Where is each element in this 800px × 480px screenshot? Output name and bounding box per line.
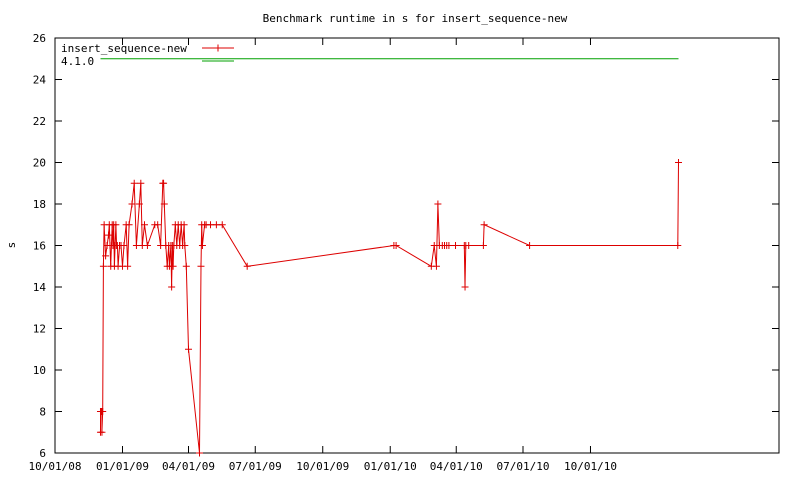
data-point: [135, 200, 143, 208]
series-layer: [96, 58, 683, 457]
data-point: [105, 231, 113, 239]
data-point: [130, 179, 138, 187]
data-point: [432, 262, 440, 270]
legend-label: insert_sequence-new: [61, 42, 187, 55]
y-tick-label: 26: [33, 32, 46, 45]
y-tick-label: 20: [33, 157, 46, 170]
data-point: [434, 200, 442, 208]
y-tick-label: 24: [33, 74, 47, 87]
y-tick-label: 22: [33, 115, 46, 128]
x-tick-label: 10/01/08: [29, 460, 82, 473]
data-point: [465, 242, 473, 249]
y-tick-label: 10: [33, 364, 46, 377]
x-tick-label: 04/01/09: [162, 460, 215, 473]
data-point: [125, 221, 133, 229]
data-point: [461, 283, 469, 291]
x-tick-label: 01/01/09: [96, 460, 149, 473]
data-point: [207, 221, 215, 229]
y-axis-label: s: [5, 242, 18, 249]
y-tick-label: 14: [33, 281, 47, 294]
data-point: [243, 262, 251, 270]
data-point: [140, 221, 148, 229]
chart-title: Benchmark runtime in s for insert_sequen…: [263, 12, 568, 25]
legend-marker: [214, 44, 222, 52]
data-point: [480, 221, 488, 229]
data-point: [102, 252, 110, 260]
data-point: [128, 200, 136, 208]
data-point: [112, 221, 120, 229]
data-point: [479, 242, 487, 249]
data-point: [169, 262, 177, 270]
data-point: [198, 242, 206, 249]
y-tick-label: 16: [33, 240, 46, 253]
data-point: [675, 159, 683, 166]
data-point: [98, 428, 106, 436]
data-point: [392, 242, 400, 249]
data-point: [181, 242, 189, 249]
data-point: [218, 221, 226, 229]
y-tick-label: 12: [33, 323, 46, 336]
data-point: [452, 242, 460, 249]
series-line-0: [100, 162, 679, 454]
data-point: [99, 262, 107, 270]
data-point: [185, 345, 193, 353]
legend-label: 4.1.0: [61, 55, 94, 68]
data-point: [526, 242, 534, 249]
y-tick-label: 6: [39, 447, 46, 460]
data-point: [160, 179, 168, 187]
data-point: [168, 283, 176, 291]
x-tick-label: 10/01/10: [564, 460, 617, 473]
y-tick-label: 18: [33, 198, 46, 211]
y-ticks: 6 8 10 12 14 16 18 20 22 24 26: [33, 32, 779, 460]
data-point: [180, 221, 188, 229]
data-point: [212, 221, 220, 229]
data-point: [124, 262, 132, 270]
data-point: [674, 242, 682, 249]
data-point: [197, 262, 205, 270]
data-point: [196, 449, 204, 457]
y-tick-label: 8: [39, 406, 46, 419]
data-point: [120, 242, 128, 249]
x-tick-label: 07/01/09: [229, 460, 282, 473]
x-tick-label: 01/01/10: [364, 460, 417, 473]
data-point: [137, 179, 145, 187]
data-point: [160, 200, 168, 208]
x-tick-label: 04/01/10: [430, 460, 483, 473]
data-point: [143, 242, 151, 249]
x-tick-label: 10/01/09: [296, 460, 349, 473]
x-ticks: 10/01/08 01/01/09 04/01/09 07/01/09 10/01/09…: [29, 38, 617, 473]
data-point: [445, 242, 453, 249]
data-point: [154, 221, 162, 229]
data-point: [132, 242, 140, 249]
data-point: [99, 408, 107, 415]
data-point: [182, 262, 190, 270]
x-tick-label: 07/01/10: [497, 460, 550, 473]
